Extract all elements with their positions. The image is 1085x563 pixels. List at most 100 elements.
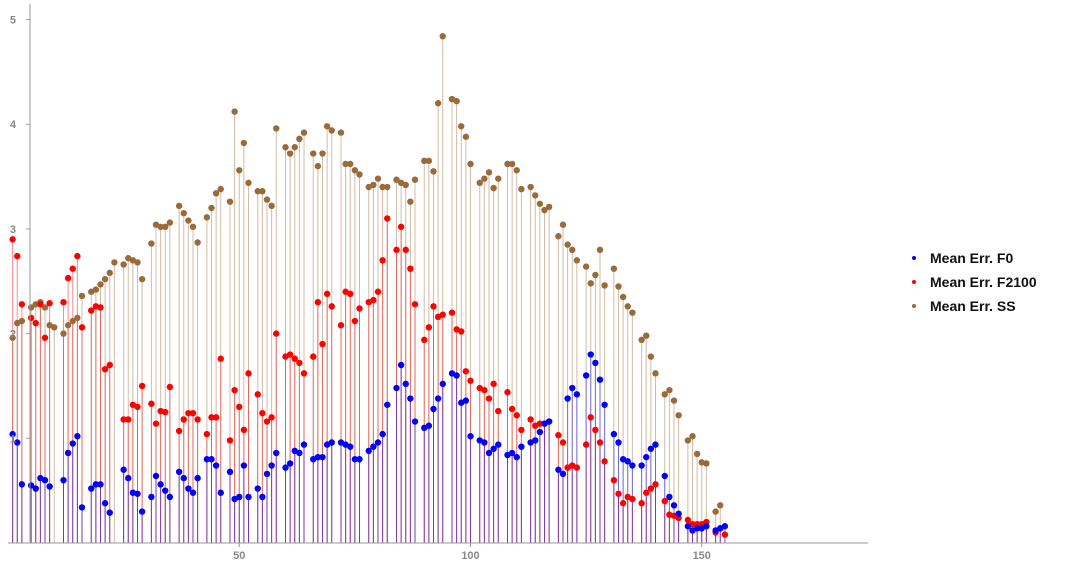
point-mean-err-ss bbox=[670, 397, 678, 404]
point-mean-err-ss bbox=[434, 100, 442, 107]
point-mean-err-f0 bbox=[88, 485, 95, 492]
point-mean-err-ss bbox=[245, 179, 252, 187]
point-mean-err-f0 bbox=[240, 462, 248, 469]
point-mean-err-f0 bbox=[347, 443, 354, 450]
point-mean-err-f2100 bbox=[407, 265, 414, 272]
point-mean-err-f0 bbox=[425, 422, 433, 429]
point-mean-err-ss bbox=[675, 412, 682, 419]
point-mean-err-ss bbox=[703, 460, 710, 467]
point-mean-err-f0 bbox=[194, 474, 201, 482]
point-mean-err-f0 bbox=[564, 395, 571, 402]
point-mean-err-f0 bbox=[555, 466, 562, 473]
point-mean-err-ss bbox=[601, 282, 608, 289]
point-mean-err-f0 bbox=[69, 440, 76, 447]
point-mean-err-ss bbox=[120, 261, 127, 268]
point-mean-err-f0 bbox=[647, 445, 655, 452]
point-mean-err-f2100 bbox=[661, 497, 668, 505]
point-mean-err-f0 bbox=[296, 449, 303, 457]
legend-label: Mean Err. F2100 bbox=[930, 274, 1037, 290]
point-mean-err-ss bbox=[78, 292, 86, 300]
point-mean-err-ss bbox=[666, 386, 673, 394]
point-mean-err-f0 bbox=[582, 372, 590, 379]
point-mean-err-f2100 bbox=[518, 426, 525, 434]
point-mean-err-f0 bbox=[559, 470, 567, 478]
point-mean-err-ss bbox=[596, 246, 604, 254]
point-mean-err-ss bbox=[629, 309, 636, 316]
point-mean-err-f0 bbox=[356, 456, 363, 463]
point-mean-err-ss bbox=[462, 133, 470, 140]
point-mean-err-f0 bbox=[9, 430, 16, 438]
point-mean-err-f2100 bbox=[60, 298, 67, 306]
legend-marker bbox=[912, 256, 916, 260]
legend-label: Mean Err. SS bbox=[930, 298, 1016, 314]
point-mean-err-ss bbox=[536, 200, 544, 207]
point-mean-err-ss bbox=[175, 202, 183, 210]
point-mean-err-f2100 bbox=[69, 265, 76, 272]
point-mean-err-f2100 bbox=[46, 300, 53, 307]
point-mean-err-f2100 bbox=[148, 400, 155, 407]
point-mean-err-ss bbox=[592, 271, 599, 279]
point-mean-err-f0 bbox=[601, 401, 608, 408]
point-mean-err-f2100 bbox=[259, 409, 266, 417]
point-mean-err-f0 bbox=[120, 466, 127, 473]
point-mean-err-f0 bbox=[495, 441, 502, 448]
point-mean-err-f0 bbox=[721, 523, 729, 530]
point-mean-err-ss bbox=[712, 508, 719, 515]
point-mean-err-ss bbox=[180, 209, 187, 217]
point-mean-err-f0 bbox=[485, 449, 493, 457]
point-mean-err-f0 bbox=[189, 489, 197, 496]
point-mean-err-ss bbox=[504, 160, 511, 168]
point-mean-err-ss bbox=[615, 283, 622, 290]
point-mean-err-f2100 bbox=[397, 223, 405, 231]
point-mean-err-ss bbox=[573, 257, 581, 264]
point-mean-err-f0 bbox=[125, 474, 132, 482]
point-mean-err-f0 bbox=[185, 485, 192, 492]
point-mean-err-f0 bbox=[615, 439, 622, 446]
point-mean-err-ss bbox=[481, 175, 488, 182]
point-mean-err-ss bbox=[587, 280, 594, 287]
point-mean-err-f0 bbox=[508, 449, 516, 457]
point-mean-err-ss bbox=[356, 171, 363, 178]
point-mean-err-ss bbox=[314, 162, 322, 170]
point-mean-err-ss bbox=[162, 223, 169, 231]
point-mean-err-f2100 bbox=[393, 246, 400, 254]
point-mean-err-f2100 bbox=[379, 257, 386, 264]
point-mean-err-f2100 bbox=[134, 403, 141, 411]
point-mean-err-ss bbox=[402, 181, 409, 189]
point-mean-err-f0 bbox=[629, 462, 636, 469]
x-axis-ticks: 50 100 150 bbox=[233, 543, 711, 562]
point-mean-err-ss bbox=[185, 217, 192, 224]
point-mean-err-ss bbox=[374, 175, 382, 182]
point-mean-err-ss bbox=[319, 150, 326, 157]
point-mean-err-ss bbox=[291, 144, 298, 151]
point-mean-err-f2100 bbox=[189, 409, 197, 417]
point-mean-err-ss bbox=[425, 157, 433, 165]
point-mean-err-f2100 bbox=[180, 416, 187, 423]
point-mean-err-ss bbox=[342, 160, 349, 168]
point-mean-err-ss bbox=[384, 183, 391, 191]
point-mean-err-ss bbox=[545, 203, 553, 211]
legend-marker bbox=[912, 304, 916, 308]
point-mean-err-f0 bbox=[254, 485, 261, 492]
point-mean-err-f0 bbox=[74, 433, 81, 440]
point-mean-err-f0 bbox=[536, 428, 544, 436]
point-mean-err-f2100 bbox=[263, 418, 271, 425]
point-mean-err-f0 bbox=[282, 464, 289, 471]
point-mean-err-ss bbox=[9, 334, 16, 341]
point-mean-err-ss bbox=[300, 129, 308, 136]
point-mean-err-ss bbox=[18, 317, 26, 325]
point-mean-err-f2100 bbox=[610, 476, 618, 484]
point-mean-err-f0 bbox=[481, 439, 488, 446]
point-mean-err-ss bbox=[263, 196, 271, 203]
point-mean-err-f0 bbox=[397, 361, 405, 369]
point-mean-err-f0 bbox=[18, 481, 26, 488]
point-mean-err-f2100 bbox=[217, 355, 224, 362]
point-mean-err-ss bbox=[476, 179, 483, 187]
point-mean-err-f2100 bbox=[439, 311, 446, 318]
point-mean-err-f0 bbox=[365, 447, 372, 455]
point-mean-err-f2100 bbox=[652, 481, 659, 488]
point-mean-err-f0 bbox=[245, 493, 252, 501]
point-mean-err-f2100 bbox=[374, 288, 382, 295]
point-mean-err-f2100 bbox=[462, 368, 470, 375]
point-mean-err-f2100 bbox=[78, 324, 86, 331]
